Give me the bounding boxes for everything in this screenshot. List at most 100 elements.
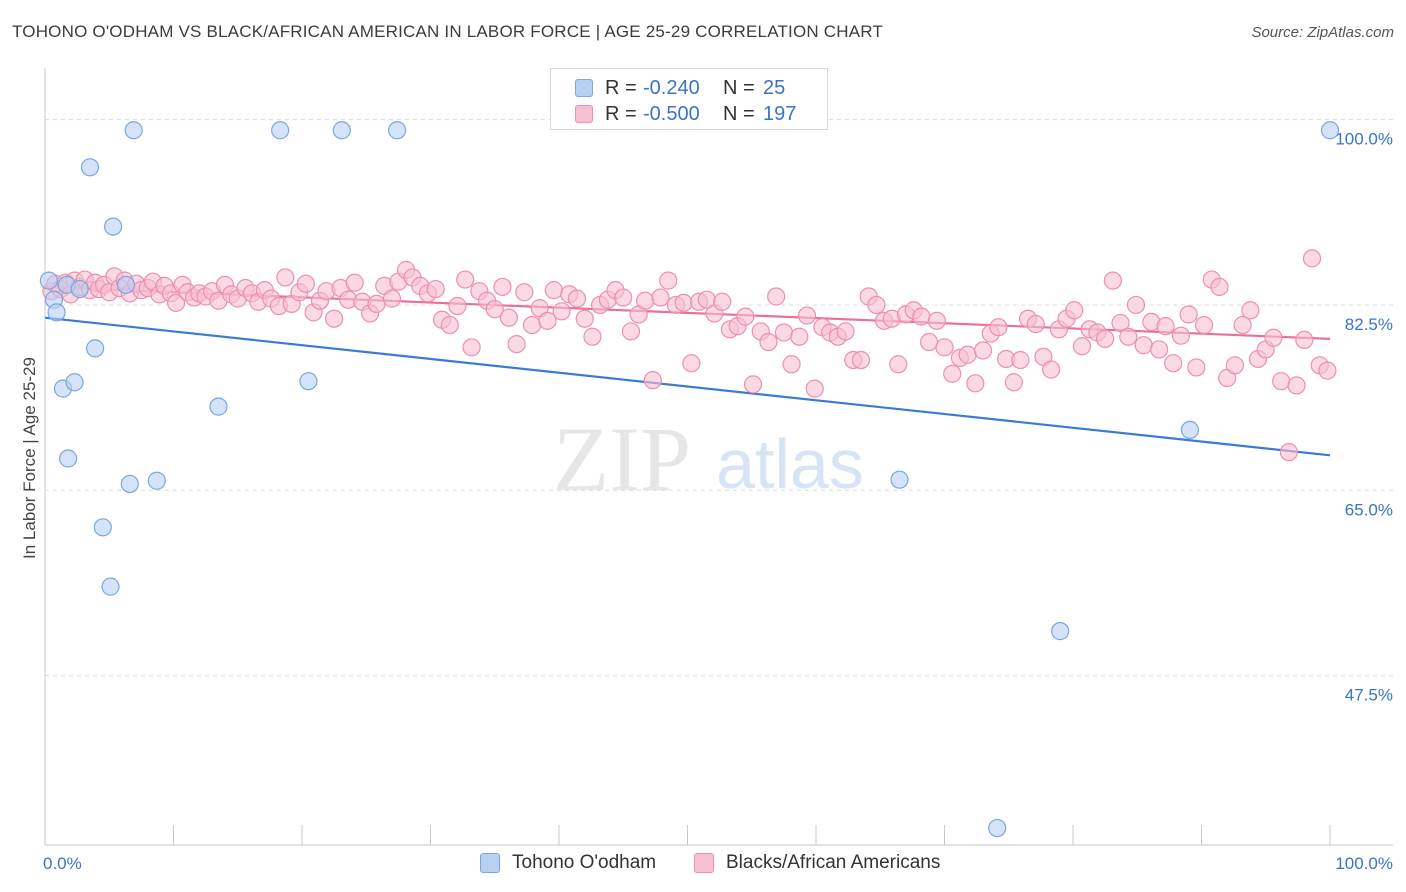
- tohono-point: [332, 121, 351, 140]
- y-axis-label: In Labor Force | Age 25-29: [20, 357, 39, 559]
- black-point: [774, 323, 793, 342]
- tohono-point: [104, 217, 123, 236]
- y-tick-label: 65.0%: [1345, 500, 1393, 519]
- n-value: 197: [763, 102, 797, 125]
- black-point: [643, 371, 662, 390]
- black-point: [499, 308, 518, 327]
- black-point: [1210, 277, 1229, 297]
- n-label: N =: [723, 102, 755, 125]
- tohono-point: [39, 271, 58, 290]
- black-point: [1126, 295, 1146, 315]
- tohono-point: [1180, 420, 1200, 440]
- legend-row-black: R = -0.500 N = 197: [575, 101, 796, 127]
- black-point: [1233, 315, 1252, 335]
- black-point: [1318, 361, 1337, 380]
- black-point: [1065, 301, 1084, 320]
- tohono-point: [86, 339, 105, 358]
- black-point: [567, 289, 587, 308]
- black-point: [743, 375, 763, 394]
- black-point: [790, 327, 809, 346]
- black-point: [367, 294, 386, 313]
- black-point: [1119, 327, 1138, 346]
- black-point: [659, 271, 678, 290]
- black-point: [1103, 271, 1122, 290]
- black-point: [989, 318, 1008, 337]
- r-label: R =: [605, 102, 637, 125]
- trendline-tohono: [44, 316, 1331, 457]
- tohono-point: [890, 470, 909, 489]
- legend-label: Tohono O'odham: [512, 852, 657, 873]
- tohono-point: [387, 121, 407, 140]
- black-point: [507, 335, 526, 354]
- black-point: [1134, 336, 1153, 355]
- tohono-point: [209, 397, 228, 416]
- tohono-point: [988, 818, 1007, 838]
- black-point: [736, 307, 755, 326]
- black-point: [382, 289, 402, 308]
- black-point: [635, 291, 655, 310]
- black-point: [912, 307, 931, 326]
- tohono-point: [120, 474, 139, 494]
- chart-source: Source: ZipAtlas.com: [1251, 24, 1394, 41]
- swatch-blue: [575, 79, 593, 97]
- black-point: [1171, 326, 1191, 345]
- black-point: [448, 296, 467, 316]
- black-point: [1156, 317, 1175, 336]
- black-point: [958, 345, 977, 364]
- legend-label: Blacks/African Americans: [726, 852, 941, 873]
- black-point: [456, 270, 475, 289]
- black-point: [614, 288, 633, 307]
- y-tick-label: 47.5%: [1345, 686, 1393, 705]
- black-point: [1011, 350, 1030, 370]
- legend-item-black: Blacks/African Americans: [694, 852, 940, 874]
- black-point: [836, 322, 855, 341]
- tohono-point: [299, 372, 318, 391]
- tohono-point: [59, 449, 78, 468]
- r-value: -0.240: [643, 76, 700, 99]
- tohono-point: [271, 121, 290, 140]
- black-point: [966, 374, 985, 393]
- black-point: [1295, 330, 1314, 350]
- black-point: [1279, 443, 1298, 462]
- black-point: [927, 311, 946, 330]
- series-tohono-oodham: [39, 121, 1340, 838]
- black-point: [1111, 313, 1130, 333]
- swatch-pink: [575, 105, 593, 123]
- black-point: [674, 293, 693, 312]
- black-point: [515, 283, 534, 302]
- black-point: [583, 327, 602, 346]
- black-point: [1187, 358, 1206, 377]
- tohono-point: [1051, 622, 1070, 641]
- black-point: [544, 281, 563, 300]
- chart-title: TOHONO O'ODHAM VS BLACK/AFRICAN AMERICAN…: [12, 22, 884, 41]
- black-point: [651, 288, 670, 307]
- black-point: [935, 338, 954, 357]
- tick-labels: 100.0% 82.5% 65.0% 47.5% 0.0% 100.0%: [43, 130, 1393, 873]
- black-point: [426, 279, 445, 299]
- black-point: [1164, 354, 1183, 373]
- x-tick-label: 100.0%: [1335, 854, 1393, 873]
- black-point: [919, 332, 939, 352]
- black-point: [552, 302, 571, 321]
- black-point: [797, 306, 817, 325]
- black-point: [1149, 340, 1169, 359]
- tohono-point: [93, 518, 112, 537]
- black-point: [345, 273, 364, 292]
- tohono-point: [124, 121, 143, 140]
- x-tick-label: 0.0%: [43, 854, 82, 873]
- black-point: [493, 277, 512, 297]
- black-point: [462, 338, 481, 357]
- watermark-zip: ZIP: [553, 408, 691, 510]
- black-point: [1241, 301, 1260, 320]
- black-point: [276, 268, 295, 287]
- black-point: [538, 311, 557, 330]
- black-point: [621, 322, 641, 341]
- tohono-point: [47, 303, 66, 322]
- black-point: [575, 309, 594, 328]
- r-label: R =: [605, 76, 637, 99]
- n-label: N =: [723, 76, 755, 99]
- black-point: [682, 354, 701, 373]
- tohono-point: [1320, 121, 1340, 140]
- black-point: [805, 379, 824, 398]
- legend-row-tohono: R = -0.240 N = 25: [575, 75, 785, 101]
